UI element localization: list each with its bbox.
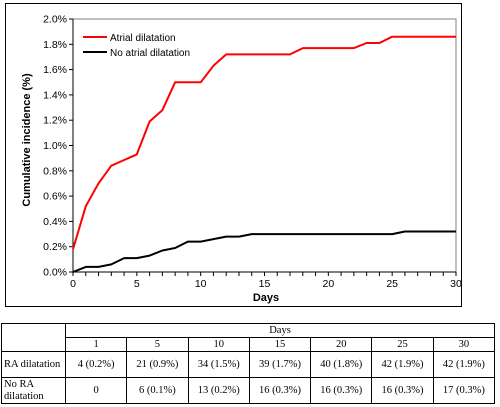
table-row: No RA dilatation 0 6 (0.1%) 13 (0.2%) 16… — [1, 377, 496, 404]
y-tick-label: 0.0% — [43, 267, 67, 279]
y-tick-label: 1.6% — [43, 64, 67, 76]
y-tick-label: 0.2% — [43, 241, 67, 253]
table-row: RA dilatation 4 (0.2%) 21 (0.9%) 34 (1.5… — [1, 351, 496, 378]
x-tick-label: 20 — [322, 278, 334, 290]
table-day-col: 25 — [371, 337, 434, 352]
x-tick-label: 0 — [70, 278, 76, 290]
table-header-row: Days — [1, 323, 495, 352]
table-corner-cell — [1, 323, 66, 352]
table-days-row: 1 5 10 15 20 25 30 — [2, 337, 496, 352]
x-tick-label: 30 — [450, 278, 462, 290]
y-tick-label: 2.0% — [43, 14, 67, 26]
table-cell: 0 — [64, 377, 128, 404]
series-line-no-atrial-dilatation — [72, 230, 456, 273]
y-axis-title: Cumulative incidence (%) — [21, 73, 33, 207]
x-tick-label: 15 — [259, 278, 271, 290]
table-day-col: 30 — [432, 337, 496, 352]
table-cell: 13 (0.2%) — [187, 377, 250, 404]
legend-label-atrial-dilatation: Atrial dilatation — [110, 33, 176, 44]
table-cell: 16 (0.3%) — [310, 377, 373, 404]
table-day-col: 20 — [310, 337, 373, 352]
y-tick-label: 1.4% — [43, 89, 67, 101]
y-tick-label: 1.2% — [43, 115, 67, 127]
table-cell: 16 (0.3%) — [371, 377, 434, 404]
table-cell: 42 (1.9%) — [371, 351, 434, 378]
table-cell: 40 (1.8%) — [310, 351, 373, 378]
y-tick-label: 1.0% — [43, 140, 67, 152]
table-cell: 17 (0.3%) — [432, 377, 496, 404]
table-cell: 42 (1.9%) — [432, 351, 496, 378]
x-tick-label: 5 — [134, 278, 140, 290]
at-risk-table: Days 1 5 10 15 20 25 30 RA dilatation 4 … — [1, 323, 496, 404]
x-tick-label: 25 — [386, 278, 398, 290]
y-tick-label: 1.8% — [43, 39, 67, 51]
series-line-atrial-dilatation — [72, 35, 456, 250]
table-day-col: 1 — [64, 337, 128, 352]
table-row-label: No RA dilatation — [1, 377, 66, 404]
table-cell: 21 (0.9%) — [126, 351, 189, 378]
table-cell: 6 (0.1%) — [126, 377, 189, 404]
table-cell: 16 (0.3%) — [248, 377, 312, 404]
x-tick-label: 10 — [195, 278, 207, 290]
y-tick-label: 0.6% — [43, 191, 67, 203]
plot-area: 0.0% 0.2% 0.4% 0.6% 0.8% 1.0% 1.2% 1.4% 1.6% 1.8%… — [43, 14, 462, 291]
x-axis-title: Days — [253, 292, 279, 304]
cumulative-incidence-chart: 0.0% 0.2% 0.4% 0.6% 0.8% 1.0% 1.2% 1.4% 1.6% 1.8%… — [21, 14, 462, 305]
table-row-label: RA dilatation — [1, 351, 66, 378]
y-tick-label: 0.4% — [43, 216, 67, 228]
table-cell: 34 (1.5%) — [187, 351, 250, 378]
legend: Atrial dilatation No atrial dilatation — [83, 33, 190, 59]
table-days-header: Days — [65, 323, 495, 338]
chart-frame: 0.0% 0.2% 0.4% 0.6% 0.8% 1.0% 1.2% 1.4% 1.6% 1.8%… — [5, 3, 462, 307]
table-cell: 4 (0.2%) — [64, 351, 128, 378]
legend-label-no-atrial-dilatation: No atrial dilatation — [110, 48, 190, 59]
y-tick-label: 0.8% — [43, 165, 67, 177]
table-cell: 39 (1.7%) — [248, 351, 312, 378]
table-day-col: 10 — [187, 337, 250, 352]
table-day-col: 15 — [248, 337, 312, 352]
table-day-col: 5 — [126, 337, 189, 352]
